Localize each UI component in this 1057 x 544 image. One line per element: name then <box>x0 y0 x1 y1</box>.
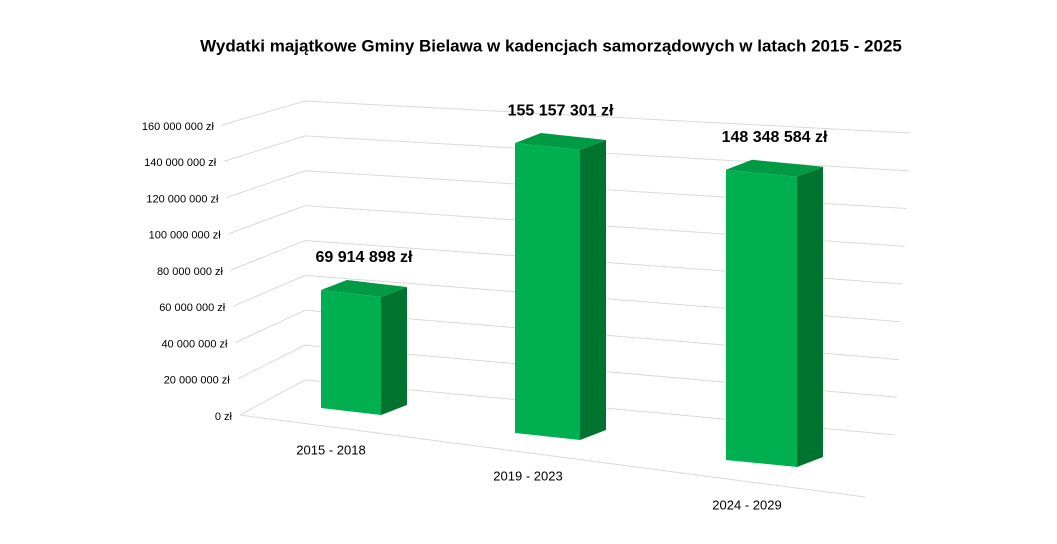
grid-line <box>233 274 901 323</box>
y-tick-label: 80 000 000 zł <box>157 266 224 278</box>
x-tick-label: 2024 - 2029 <box>712 497 781 512</box>
x-tick-label: 2015 - 2018 <box>296 442 365 457</box>
bar <box>515 143 580 440</box>
chart-title: Wydatki majątkowe Gminy Bielawa w kadenc… <box>200 36 902 55</box>
bar <box>321 290 381 415</box>
value-label: 69 914 898 zł <box>316 249 414 266</box>
value-label: 148 348 584 zł <box>722 129 828 146</box>
bar-top <box>321 280 407 298</box>
grid-line <box>226 170 907 209</box>
bar-side <box>797 166 823 467</box>
grid-line <box>237 344 897 398</box>
grid-line <box>221 100 911 134</box>
grid-line <box>239 379 896 436</box>
bar-top <box>515 133 606 151</box>
value-label: 155 157 301 zł <box>508 102 614 119</box>
y-tick-label: 60 000 000 zł <box>159 302 226 314</box>
y-tick-label: 120 000 000 zł <box>146 193 219 205</box>
y-tick-label: 160 000 000 zł <box>142 121 215 133</box>
y-tick-label: 100 000 000 zł <box>149 230 222 242</box>
y-tick-label: 20 000 000 zł <box>164 375 231 387</box>
grid-line <box>230 239 903 285</box>
y-tick-label: 0 zł <box>215 411 233 423</box>
grid-line <box>228 205 905 247</box>
floor-edge <box>239 414 866 498</box>
y-tick-label: 140 000 000 zł <box>144 157 217 169</box>
y-tick-label: 40 000 000 zł <box>161 338 228 350</box>
grid-line <box>224 135 909 172</box>
bar <box>726 169 797 467</box>
bar-top <box>726 159 823 177</box>
bar-side <box>381 287 407 415</box>
x-tick-label: 2019 - 2023 <box>493 468 562 483</box>
bar-side <box>580 140 606 440</box>
grid-line <box>235 309 899 360</box>
